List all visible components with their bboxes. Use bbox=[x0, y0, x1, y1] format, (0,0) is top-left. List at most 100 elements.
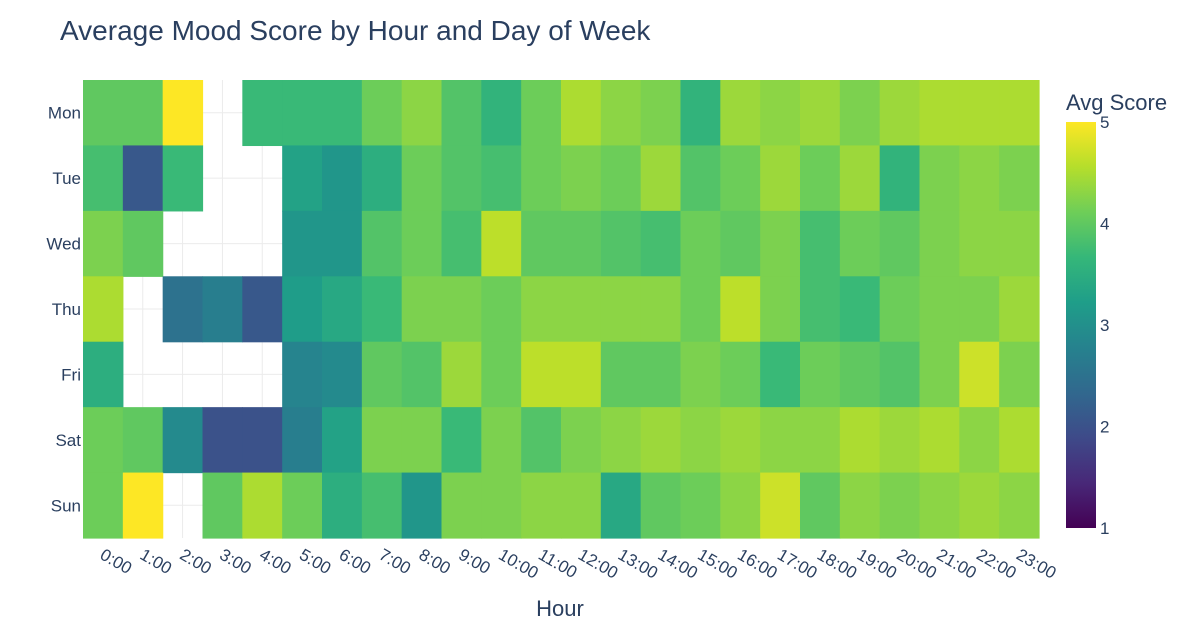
x-tick-labels: 0:00 1:00 2:00 3:00 4:00 5:00 6:00 7:00 8:00 9:00… bbox=[97, 545, 1060, 583]
x-tick-label: 13:00 bbox=[615, 545, 661, 583]
heatmap-cell-mon-5 bbox=[282, 80, 323, 147]
heatmap-cell-tue-14 bbox=[640, 145, 682, 212]
heatmap-cell-tue-6 bbox=[322, 145, 363, 212]
heatmap-cell-sun-3 bbox=[202, 472, 243, 539]
heatmap-cell-sun-7 bbox=[361, 472, 403, 539]
x-tick-label: 10:00 bbox=[495, 545, 541, 583]
heatmap-cell-sun-21 bbox=[919, 472, 960, 539]
heatmap-cell-mon-11 bbox=[521, 80, 562, 147]
heatmap-cell-sat-20 bbox=[879, 407, 921, 474]
heatmap-cell-wed-22 bbox=[959, 210, 1000, 277]
heatmap-cell-mon-10 bbox=[481, 80, 522, 147]
heatmap-cell-wed-9 bbox=[441, 210, 482, 277]
heatmap-cell-tue-5 bbox=[282, 145, 323, 212]
x-tick-label: 15:00 bbox=[694, 545, 740, 583]
colorbar-tick-labels: 1 2 3 4 5 bbox=[1100, 113, 1109, 538]
heatmap-cell-fri-22 bbox=[959, 341, 1000, 408]
heatmap-cell-sun-16 bbox=[720, 472, 761, 539]
heatmap-cell-tue-13 bbox=[600, 145, 642, 212]
x-tick-label: 19:00 bbox=[854, 545, 900, 583]
heatmap-cell-thu-22 bbox=[959, 276, 1000, 343]
heatmap-cell-thu-19 bbox=[839, 276, 881, 343]
heatmap-cell-sat-22 bbox=[959, 407, 1000, 474]
heatmap-cell-wed-14 bbox=[640, 210, 682, 277]
heatmap-cell-sun-0 bbox=[83, 472, 124, 539]
heatmap-cell-sun-11 bbox=[521, 472, 562, 539]
heatmap-cell-sun-6 bbox=[322, 472, 363, 539]
heatmap-cell-mon-1 bbox=[122, 80, 164, 147]
heatmap-cell-sat-23 bbox=[999, 407, 1040, 474]
heatmap-cell-wed-17 bbox=[760, 210, 801, 277]
heatmap-cell-mon-15 bbox=[680, 80, 721, 147]
heatmap-cell-tue-0 bbox=[83, 145, 124, 212]
heatmap-cell-sat-1 bbox=[122, 407, 164, 474]
heatmap-cell-thu-17 bbox=[760, 276, 801, 343]
heatmap-cell-sat-2 bbox=[162, 407, 204, 474]
y-tick-label: Wed bbox=[46, 235, 81, 254]
heatmap-cells bbox=[83, 80, 1040, 539]
y-tick-label: Tue bbox=[52, 169, 81, 188]
heatmap-cell-sun-15 bbox=[680, 472, 721, 539]
heatmap-cell-fri-21 bbox=[919, 341, 960, 408]
chart-title: Average Mood Score by Hour and Day of We… bbox=[60, 15, 651, 46]
heatmap-cell-sat-4 bbox=[242, 407, 283, 474]
heatmap-cell-thu-13 bbox=[600, 276, 642, 343]
x-tick-label: 3:00 bbox=[216, 545, 254, 578]
heatmap-cell-sat-11 bbox=[521, 407, 562, 474]
heatmap-cell-thu-20 bbox=[879, 276, 921, 343]
heatmap-cell-thu-3 bbox=[202, 276, 243, 343]
heatmap-cell-sat-10 bbox=[481, 407, 522, 474]
heatmap-cell-sun-5 bbox=[282, 472, 323, 539]
heatmap-cell-fri-12 bbox=[561, 341, 602, 408]
heatmap-cell-mon-16 bbox=[720, 80, 761, 147]
heatmap-cell-sat-19 bbox=[839, 407, 881, 474]
heatmap-cell-thu-5 bbox=[282, 276, 323, 343]
heatmap-cell-sat-12 bbox=[561, 407, 602, 474]
heatmap-cell-mon-17 bbox=[760, 80, 801, 147]
heatmap-cell-sat-16 bbox=[720, 407, 761, 474]
x-tick-label: 17:00 bbox=[774, 545, 820, 583]
heatmap-cell-tue-9 bbox=[441, 145, 482, 212]
heatmap-cell-fri-6 bbox=[322, 341, 363, 408]
x-tick-label: 22:00 bbox=[973, 545, 1019, 583]
heatmap-cell-wed-7 bbox=[361, 210, 403, 277]
heatmap-cell-sun-9 bbox=[441, 472, 482, 539]
heatmap-cell-mon-21 bbox=[919, 80, 960, 147]
heatmap-cell-thu-8 bbox=[401, 276, 443, 343]
heatmap-cell-sat-0 bbox=[83, 407, 124, 474]
heatmap-cell-fri-9 bbox=[441, 341, 482, 408]
heatmap-cell-thu-2 bbox=[162, 276, 204, 343]
heatmap-cell-mon-6 bbox=[322, 80, 363, 147]
heatmap-cell-wed-11 bbox=[521, 210, 562, 277]
heatmap-cell-wed-15 bbox=[680, 210, 721, 277]
heatmap-cell-mon-20 bbox=[879, 80, 921, 147]
y-tick-label: Sat bbox=[55, 431, 81, 450]
x-axis-title: Hour bbox=[536, 596, 584, 621]
colorbar-tick-label: 3 bbox=[1100, 316, 1109, 335]
heatmap-cell-mon-7 bbox=[361, 80, 403, 147]
heatmap-cell-tue-1 bbox=[122, 145, 164, 212]
heatmap-cell-fri-16 bbox=[720, 341, 761, 408]
x-tick-label: 16:00 bbox=[734, 545, 780, 583]
heatmap-cell-tue-21 bbox=[919, 145, 960, 212]
heatmap-cell-mon-22 bbox=[959, 80, 1000, 147]
heatmap-cell-tue-22 bbox=[959, 145, 1000, 212]
heatmap-cell-fri-0 bbox=[83, 341, 124, 408]
heatmap-cell-sun-22 bbox=[959, 472, 1000, 539]
heatmap-cell-sat-8 bbox=[401, 407, 443, 474]
heatmap-cell-tue-19 bbox=[839, 145, 881, 212]
heatmap-cell-fri-23 bbox=[999, 341, 1040, 408]
heatmap-cell-fri-20 bbox=[879, 341, 921, 408]
heatmap-cell-thu-6 bbox=[322, 276, 363, 343]
heatmap-cell-mon-9 bbox=[441, 80, 482, 147]
heatmap-cell-fri-11 bbox=[521, 341, 562, 408]
x-tick-label: 20:00 bbox=[894, 545, 940, 583]
heatmap-cell-sat-18 bbox=[800, 407, 841, 474]
heatmap-cell-mon-13 bbox=[600, 80, 642, 147]
x-tick-label: 0:00 bbox=[97, 545, 135, 578]
heatmap-cell-fri-8 bbox=[401, 341, 443, 408]
y-tick-label: Sun bbox=[51, 496, 81, 515]
x-tick-label: 18:00 bbox=[814, 545, 860, 583]
heatmap-cell-sun-18 bbox=[800, 472, 841, 539]
